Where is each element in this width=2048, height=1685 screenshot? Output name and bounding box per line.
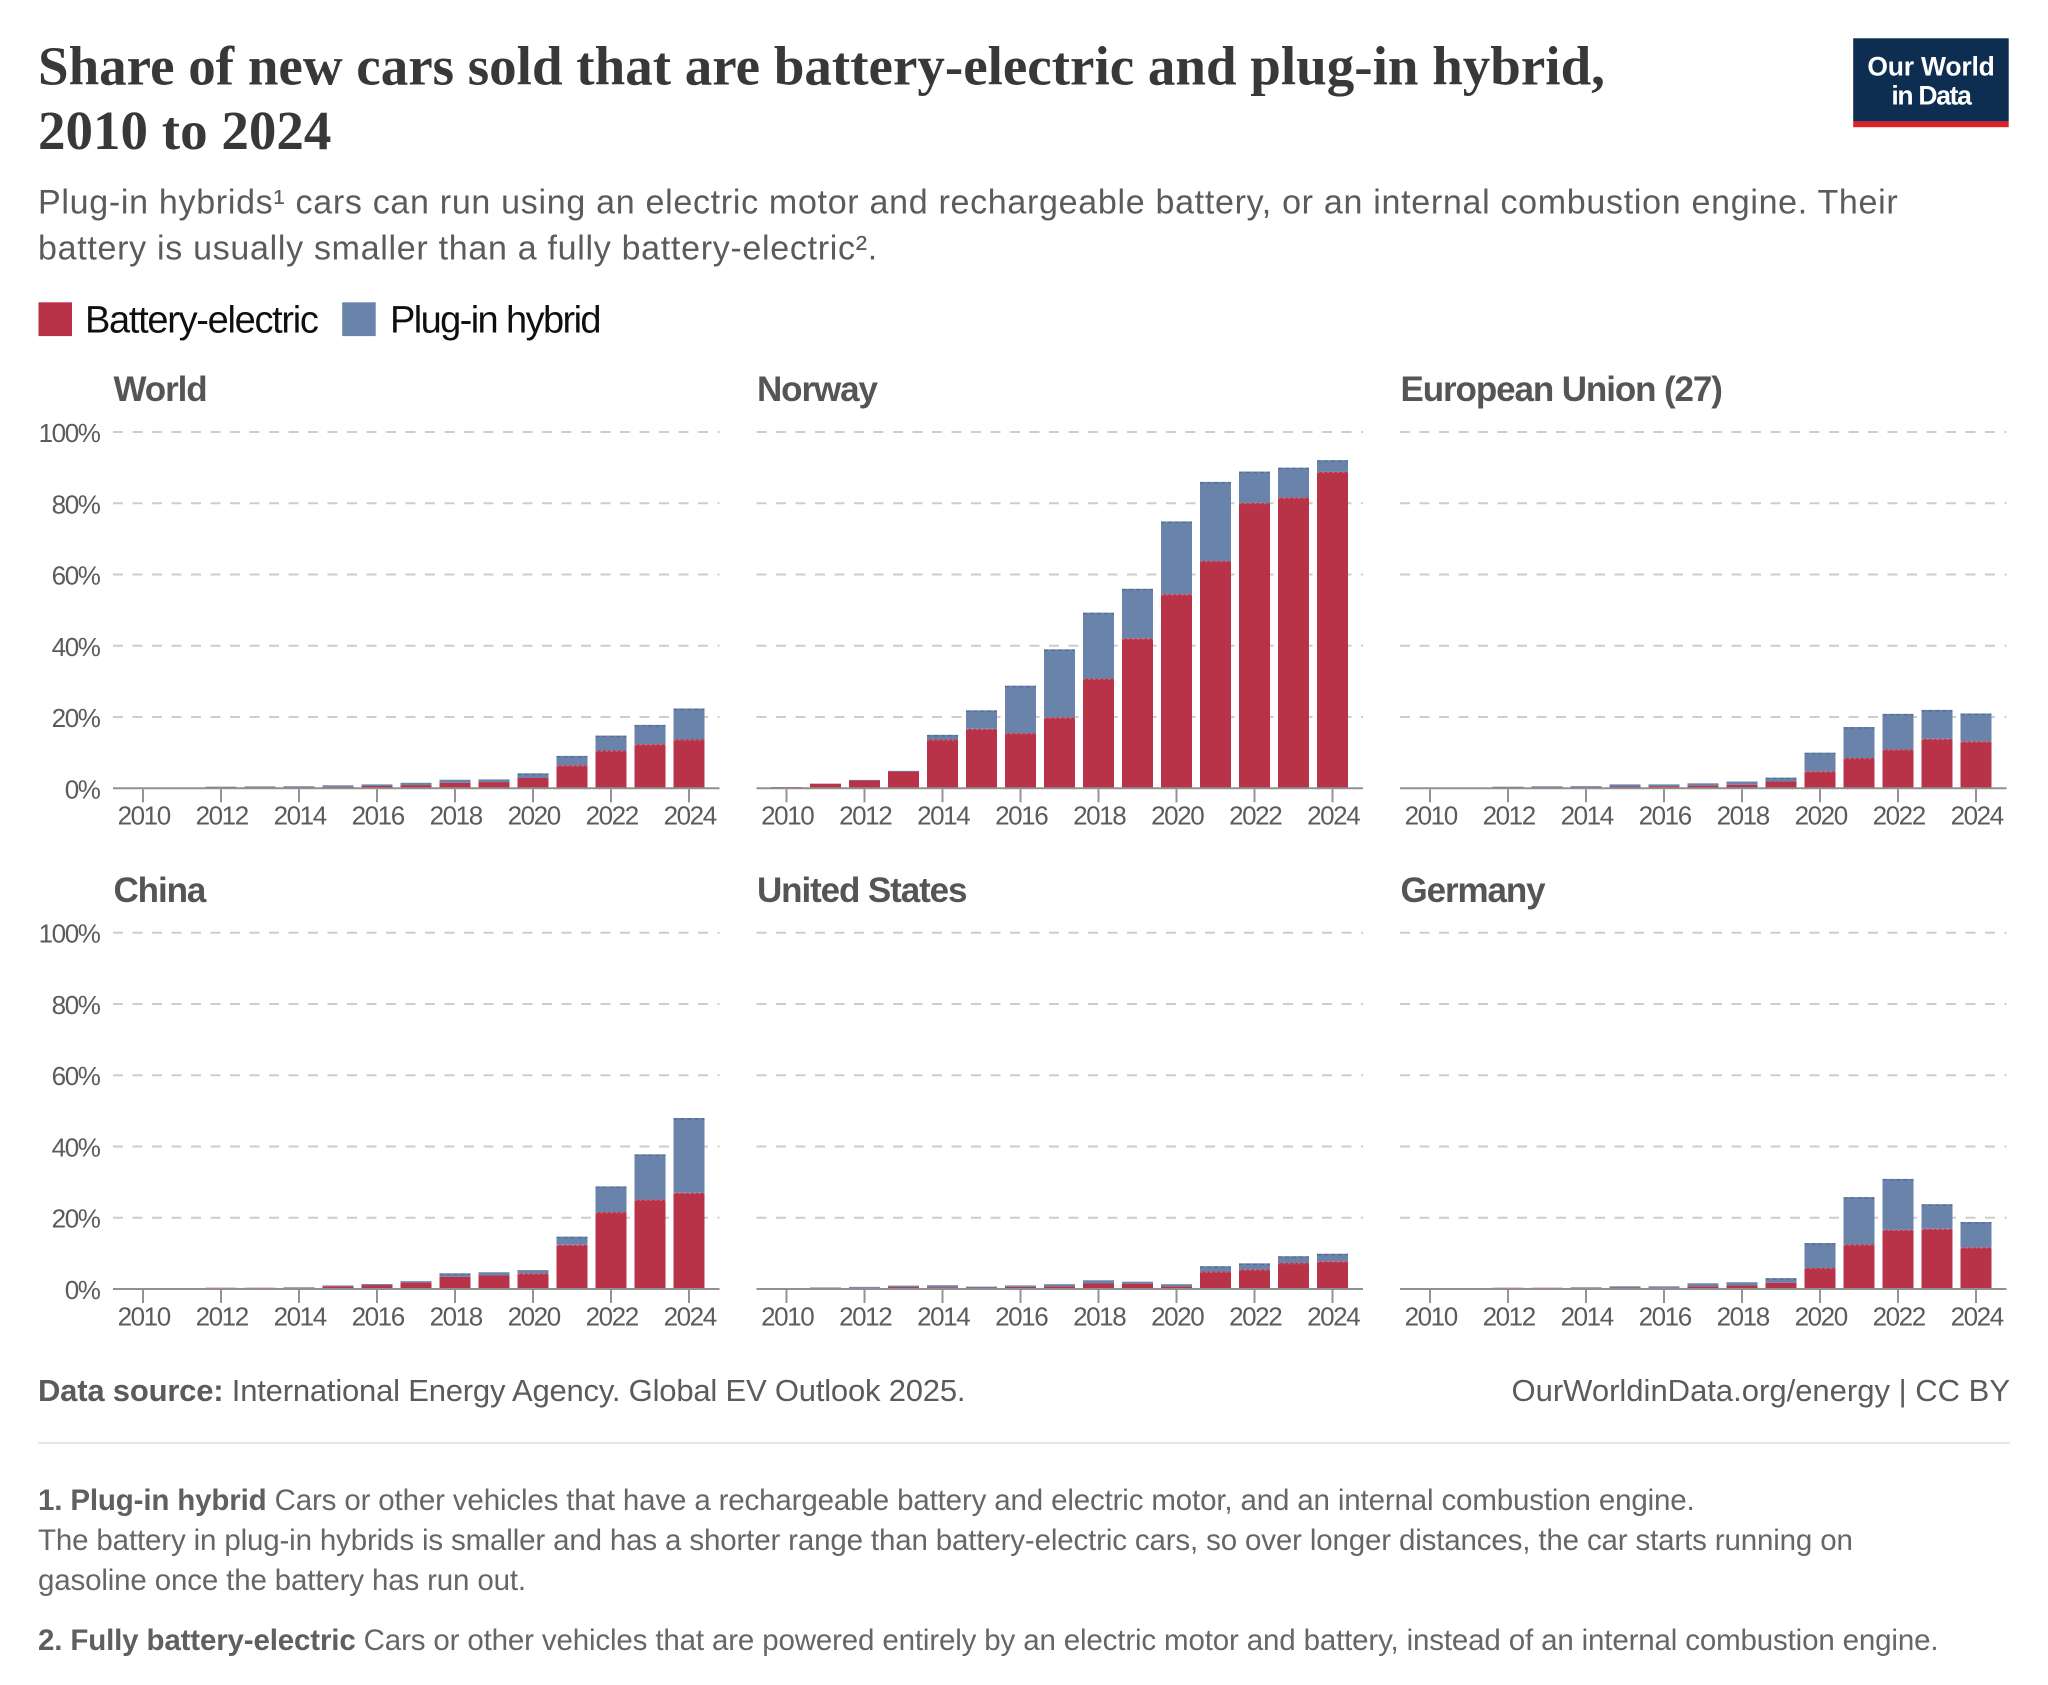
svg-text:2010: 2010 [761,1301,814,1331]
svg-text:2018: 2018 [1073,801,1126,831]
svg-text:World: World [114,370,207,409]
svg-text:2012: 2012 [1483,801,1536,831]
svg-text:Our World: Our World [1867,52,1994,82]
svg-text:0%: 0% [65,1275,101,1305]
svg-text:2016: 2016 [995,801,1048,831]
svg-text:2010: 2010 [118,801,171,831]
svg-text:80%: 80% [52,489,101,519]
svg-text:20%: 20% [52,1204,101,1234]
svg-text:2016: 2016 [1639,801,1692,831]
svg-text:2. Fully battery-electric Cars: 2. Fully battery-electric Cars or other … [38,1624,1938,1657]
svg-text:2010: 2010 [761,801,814,831]
svg-text:2012: 2012 [196,801,249,831]
svg-text:2014: 2014 [274,801,327,831]
svg-text:2022: 2022 [586,801,639,831]
svg-text:Norway: Norway [757,370,878,409]
svg-text:2020: 2020 [508,1301,561,1331]
svg-text:2022: 2022 [586,1301,639,1331]
svg-text:0%: 0% [65,774,101,804]
svg-text:2018: 2018 [1073,1301,1126,1331]
svg-text:OurWorldinData.org/energy | CC: OurWorldinData.org/energy | CC BY [1511,1373,2010,1408]
svg-text:2014: 2014 [1561,1301,1614,1331]
svg-text:2014: 2014 [1561,801,1614,831]
svg-text:2016: 2016 [352,1301,405,1331]
svg-text:2020: 2020 [1151,801,1204,831]
svg-text:in Data: in Data [1891,81,1972,111]
svg-text:2020: 2020 [1795,1301,1848,1331]
svg-text:2022: 2022 [1873,801,1926,831]
svg-text:2024: 2024 [1951,1301,2004,1331]
svg-text:2010: 2010 [1405,801,1458,831]
svg-text:The battery in plug-in hybrids: The battery in plug-in hybrids is smalle… [38,1524,1853,1557]
svg-text:Share of new cars sold that ar: Share of new cars sold that are battery-… [38,36,1605,97]
svg-text:2016: 2016 [995,1301,1048,1331]
svg-text:Plug-in hybrid: Plug-in hybrid [390,299,600,341]
svg-text:2010: 2010 [118,1301,171,1331]
svg-text:2016: 2016 [352,801,405,831]
svg-text:2014: 2014 [917,801,970,831]
svg-text:40%: 40% [52,1133,101,1163]
svg-text:80%: 80% [52,990,101,1020]
svg-text:2014: 2014 [917,1301,970,1331]
svg-text:2010 to 2024: 2010 to 2024 [38,100,331,161]
svg-text:2018: 2018 [430,1301,483,1331]
svg-text:Data source: International Ene: Data source: International Energy Agency… [38,1373,965,1408]
svg-text:Plug-in hybrids¹ cars can run: Plug-in hybrids¹ cars can run using an e… [38,184,1898,222]
svg-text:20%: 20% [52,703,101,733]
svg-text:2024: 2024 [1951,801,2004,831]
svg-text:2022: 2022 [1229,801,1282,831]
svg-text:2020: 2020 [1151,1301,1204,1331]
svg-text:2018: 2018 [430,801,483,831]
svg-text:2022: 2022 [1229,1301,1282,1331]
svg-text:2024: 2024 [664,1301,717,1331]
svg-text:Battery-electric: Battery-electric [85,299,318,341]
svg-text:2012: 2012 [1483,1301,1536,1331]
svg-text:battery is usually smaller tha: battery is usually smaller than a fully … [38,230,878,268]
svg-text:1. Plug-in hybrid Cars or othe: 1. Plug-in hybrid Cars or other vehicles… [38,1484,1695,1517]
svg-text:60%: 60% [52,561,101,591]
svg-text:European Union (27): European Union (27) [1401,370,1722,409]
svg-text:2024: 2024 [664,801,717,831]
svg-text:2020: 2020 [508,801,561,831]
svg-text:60%: 60% [52,1061,101,1091]
svg-text:2024: 2024 [1307,1301,1360,1331]
svg-text:100%: 100% [39,418,101,448]
svg-text:2012: 2012 [839,1301,892,1331]
svg-text:2024: 2024 [1307,801,1360,831]
svg-text:2018: 2018 [1717,801,1770,831]
svg-text:2012: 2012 [196,1301,249,1331]
svg-text:2012: 2012 [839,801,892,831]
svg-text:2022: 2022 [1873,1301,1926,1331]
svg-text:2018: 2018 [1717,1301,1770,1331]
svg-text:United States: United States [757,871,967,910]
svg-text:2010: 2010 [1405,1301,1458,1331]
svg-text:100%: 100% [39,919,101,949]
svg-text:40%: 40% [52,632,101,662]
svg-text:2020: 2020 [1795,801,1848,831]
svg-text:gasoline once the battery has: gasoline once the battery has run out. [38,1564,526,1597]
svg-text:2016: 2016 [1639,1301,1692,1331]
svg-text:China: China [114,871,207,910]
svg-text:Germany: Germany [1401,871,1547,910]
svg-text:2014: 2014 [274,1301,327,1331]
